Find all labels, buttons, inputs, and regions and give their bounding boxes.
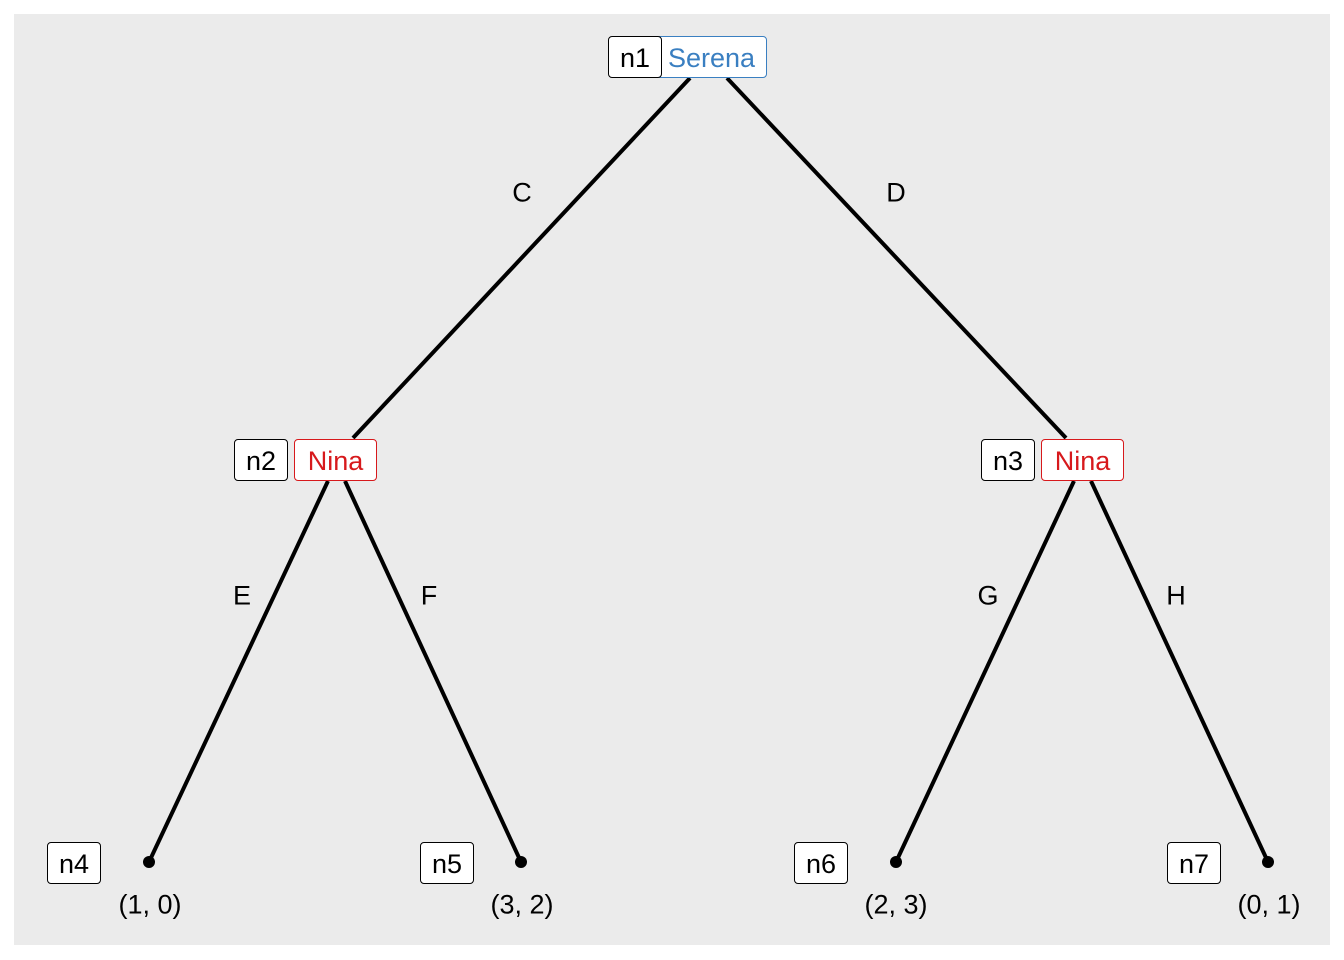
node-id-n4: n4 xyxy=(47,842,101,884)
node-id-n2: n2 xyxy=(234,439,288,481)
edge-label-c: C xyxy=(512,177,532,208)
edge-c xyxy=(351,76,692,440)
node-id-n7: n7 xyxy=(1167,842,1221,884)
terminal-dot-n7 xyxy=(1262,856,1274,868)
edge-label-f: F xyxy=(420,580,438,611)
node-id-n5: n5 xyxy=(420,842,474,884)
node-id-n3: n3 xyxy=(981,439,1035,481)
payoff-n4: (1, 0) xyxy=(118,889,182,920)
edge-h xyxy=(1089,480,1270,863)
edge-f xyxy=(343,480,523,863)
edge-label-g: G xyxy=(977,580,999,611)
node-id-n1: n1 xyxy=(608,36,662,78)
edge-e xyxy=(147,480,330,863)
terminal-dot-n4 xyxy=(143,856,155,868)
payoff-n7: (0, 1) xyxy=(1237,889,1301,920)
edge-d xyxy=(725,76,1068,440)
node-id-n6: n6 xyxy=(794,842,848,884)
payoff-n6: (2, 3) xyxy=(864,889,928,920)
terminal-dot-n5 xyxy=(515,856,527,868)
edge-label-h: H xyxy=(1166,580,1186,611)
player-label-n1: Serena xyxy=(656,36,767,78)
edge-label-d: D xyxy=(886,177,906,208)
player-label-n3: Nina xyxy=(1041,439,1124,481)
terminal-dot-n6 xyxy=(890,856,902,868)
edge-g xyxy=(894,480,1076,863)
edge-label-e: E xyxy=(232,580,252,611)
player-label-n2: Nina xyxy=(294,439,377,481)
payoff-n5: (3, 2) xyxy=(490,889,554,920)
